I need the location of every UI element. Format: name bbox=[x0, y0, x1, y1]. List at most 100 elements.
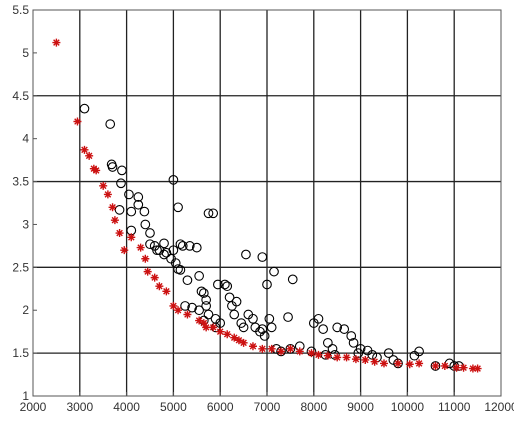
circle-point bbox=[318, 324, 329, 334]
star-series bbox=[52, 38, 482, 373]
x-tick-label: 11000 bbox=[438, 400, 471, 414]
star-point bbox=[361, 355, 370, 364]
circle-point bbox=[161, 247, 172, 258]
star-point bbox=[295, 347, 304, 356]
star-point bbox=[370, 357, 379, 366]
star-point bbox=[459, 363, 468, 372]
circle-point bbox=[187, 302, 197, 313]
star-point bbox=[143, 267, 152, 276]
star-point bbox=[216, 327, 225, 336]
star-point bbox=[248, 342, 257, 351]
circle-point bbox=[383, 348, 394, 358]
star-point bbox=[307, 349, 316, 358]
star-point bbox=[150, 273, 159, 282]
circle-point bbox=[105, 119, 116, 129]
star-point bbox=[110, 216, 119, 225]
star-point bbox=[199, 319, 208, 328]
x-tick-label: 6000 bbox=[207, 400, 234, 414]
y-tick-label: 3 bbox=[22, 217, 29, 231]
circle-point bbox=[201, 295, 212, 305]
circle-point bbox=[180, 301, 190, 311]
x-tick-label: 2000 bbox=[20, 400, 47, 414]
circle-point bbox=[177, 241, 188, 251]
star-point bbox=[473, 364, 482, 373]
star-point bbox=[440, 361, 449, 370]
x-tick-label: 3000 bbox=[66, 400, 93, 414]
star-point bbox=[52, 38, 61, 47]
circle-point bbox=[175, 239, 186, 250]
circle-point bbox=[238, 322, 249, 333]
circle-point bbox=[257, 324, 268, 334]
circle-point bbox=[224, 292, 235, 303]
circle-point bbox=[159, 249, 169, 260]
circle-point bbox=[257, 252, 268, 262]
circle-point bbox=[222, 281, 233, 292]
circle-point bbox=[241, 249, 251, 260]
tick-labels: 2000 3000 4000 5000 6000 7000 8000 9000 10000 110… bbox=[12, 3, 514, 414]
star-point bbox=[230, 333, 239, 342]
circle-point bbox=[229, 309, 240, 320]
y-tick-label: 5.5 bbox=[12, 3, 29, 17]
star-point bbox=[223, 330, 232, 339]
circle-point bbox=[159, 238, 169, 249]
circle-point bbox=[220, 279, 230, 290]
circle-point bbox=[430, 361, 441, 371]
star-point bbox=[115, 229, 124, 238]
circle-point bbox=[184, 241, 195, 251]
circle-point bbox=[259, 331, 270, 341]
circle-point bbox=[133, 199, 144, 210]
circle-point bbox=[339, 324, 350, 334]
circle-point bbox=[332, 322, 343, 333]
circle-point bbox=[191, 242, 202, 253]
axes-layer bbox=[32, 9, 502, 397]
circle-point bbox=[346, 331, 357, 341]
star-point bbox=[103, 190, 112, 199]
star-point bbox=[405, 360, 414, 369]
circle-point bbox=[264, 313, 275, 324]
circle-point bbox=[170, 258, 181, 268]
circle-point bbox=[322, 337, 333, 348]
circle-point bbox=[182, 275, 193, 286]
circle-point bbox=[262, 279, 272, 290]
star-point bbox=[195, 316, 204, 325]
circle-point bbox=[313, 313, 324, 324]
circle-point bbox=[124, 189, 134, 200]
star-point bbox=[239, 338, 248, 347]
x-tick-label: 12000 bbox=[484, 400, 514, 414]
x-tick-label: 10000 bbox=[391, 400, 425, 414]
y-tick-label: 5 bbox=[22, 46, 29, 60]
star-point bbox=[314, 350, 323, 359]
circle-point bbox=[327, 343, 338, 354]
circle-point bbox=[126, 206, 137, 217]
star-point bbox=[209, 323, 218, 332]
circle-point bbox=[168, 245, 179, 256]
circle-point bbox=[175, 265, 186, 275]
y-tick-label: 1 bbox=[22, 389, 29, 403]
star-point bbox=[174, 306, 183, 315]
circle-point bbox=[194, 305, 204, 316]
star-point bbox=[85, 151, 94, 160]
star-point bbox=[333, 353, 342, 362]
circle-point bbox=[213, 279, 223, 290]
circle-point bbox=[79, 103, 90, 114]
star-point bbox=[141, 254, 150, 263]
circle-point bbox=[145, 228, 155, 238]
circle-point bbox=[145, 239, 155, 250]
star-point bbox=[183, 310, 192, 319]
star-point bbox=[267, 344, 276, 353]
star-point bbox=[380, 359, 388, 368]
star-point bbox=[127, 233, 136, 242]
y-tick-label: 1.5 bbox=[12, 346, 29, 360]
circle-point bbox=[201, 301, 212, 311]
y-tick-label: 3.5 bbox=[12, 175, 29, 189]
y-tick-label: 4 bbox=[22, 132, 29, 146]
circle-point bbox=[139, 206, 150, 217]
star-point bbox=[351, 355, 360, 364]
star-point bbox=[342, 353, 351, 362]
x-tick-label: 4000 bbox=[113, 400, 140, 414]
circle-point bbox=[117, 165, 127, 176]
circle-point bbox=[196, 286, 207, 297]
circle-point bbox=[355, 343, 366, 354]
